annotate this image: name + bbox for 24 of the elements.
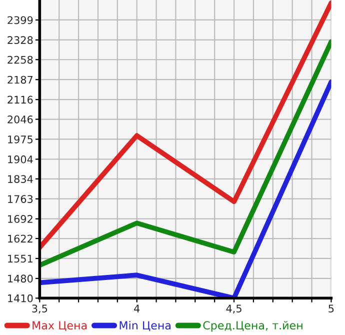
- y-tick-label: 1622: [8, 234, 32, 243]
- x-tick-label: 5: [328, 304, 334, 312]
- y-tick-label: 1904: [8, 155, 33, 164]
- x-tick-label: 4: [134, 304, 140, 312]
- y-tick-label: 1763: [8, 195, 33, 203]
- legend-label: Min Цена: [120, 320, 170, 332]
- y-tick-label: 2328: [8, 36, 33, 44]
- y-tick-label: 1551: [8, 254, 32, 263]
- y-tick-label: 2399: [8, 16, 33, 24]
- y-tick-label: 1834: [8, 175, 33, 183]
- y-tick-label: 1692: [8, 215, 32, 223]
- legend-label: Сред.Цена, т.йен: [203, 321, 302, 332]
- y-tick-label: 2258: [8, 56, 33, 64]
- legend-label: Max Цена: [32, 321, 87, 332]
- y-tick-label: 1480: [8, 274, 33, 283]
- x-tick-label: 3,5: [32, 304, 48, 314]
- y-tick-label: 2116: [8, 96, 33, 104]
- y-tick-label: 2046: [8, 115, 33, 124]
- line-series: [40, 0, 332, 250]
- y-tick-label: 1975: [8, 135, 33, 144]
- x-tick-label: 4,5: [226, 304, 242, 314]
- y-tick-label: 2187: [8, 76, 33, 84]
- y-tick-label: 1410: [8, 294, 33, 302]
- line-series: [40, 39, 332, 268]
